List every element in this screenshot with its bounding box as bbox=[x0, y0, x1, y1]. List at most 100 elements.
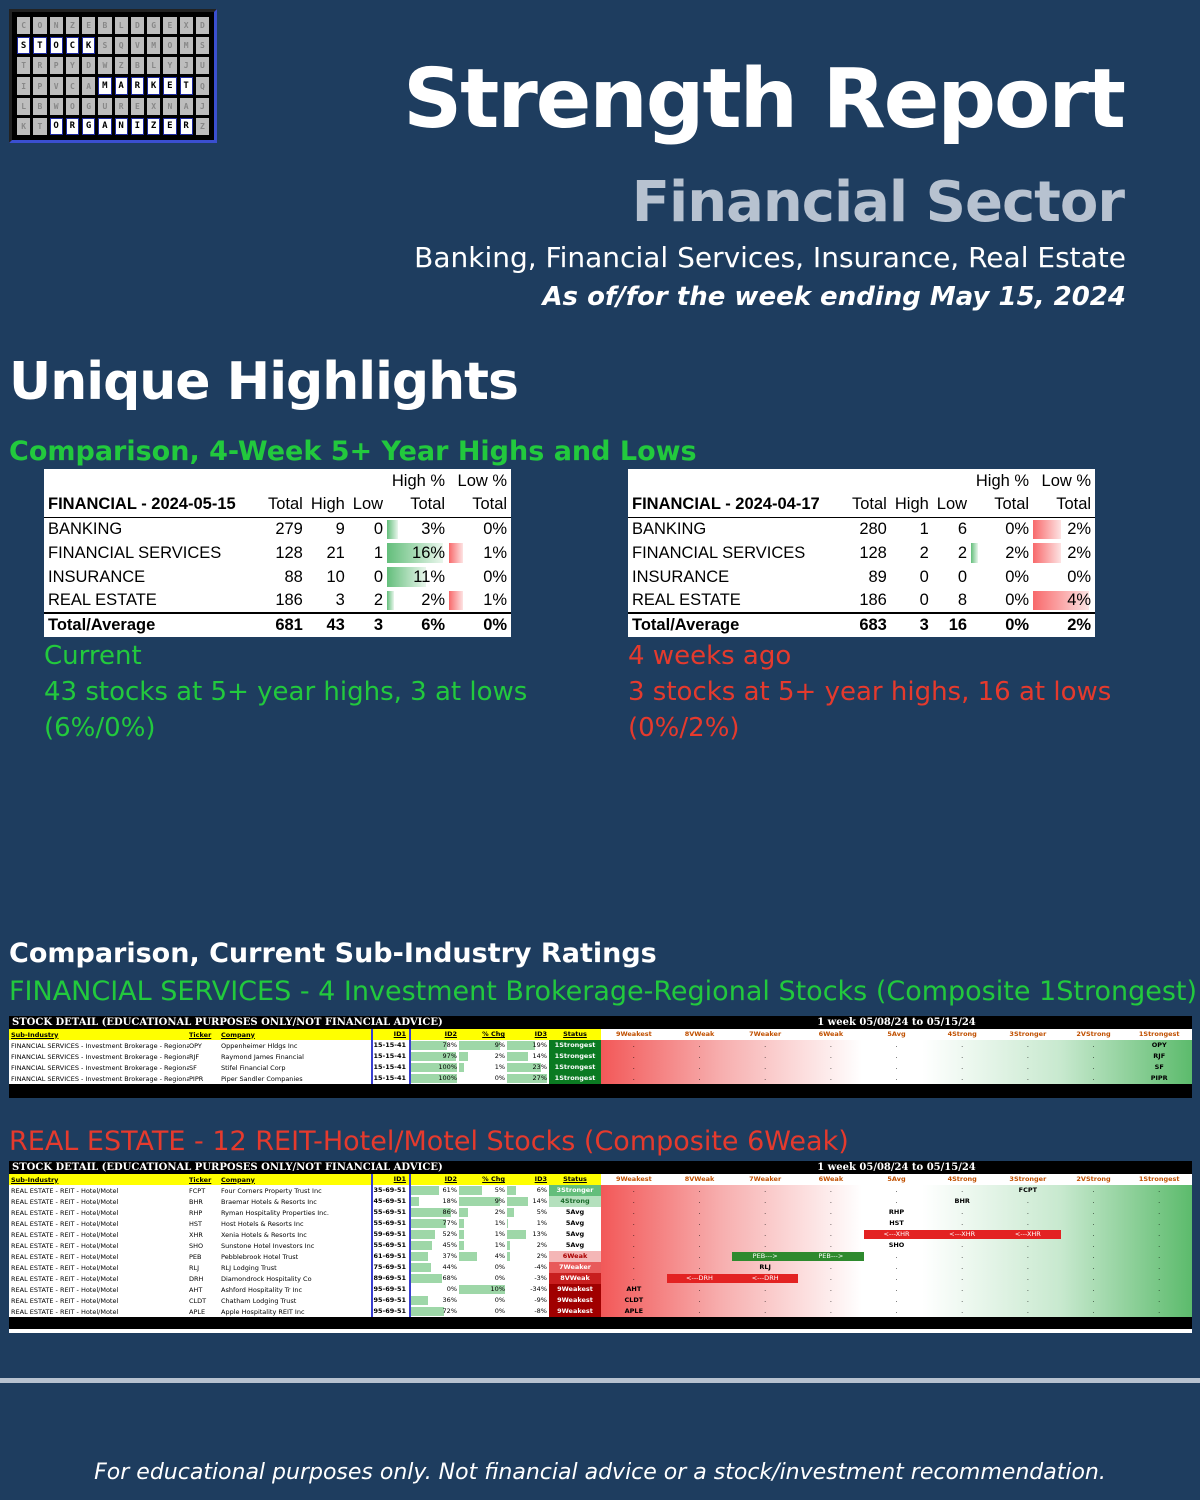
col-high: High bbox=[890, 493, 933, 518]
column-header[interactable]: ID2 bbox=[444, 1030, 457, 1038]
chg-cell: 9% bbox=[459, 1196, 507, 1207]
week-dot: . bbox=[632, 1052, 635, 1060]
high-pct-value: 2% bbox=[1005, 543, 1030, 562]
column-header[interactable]: Ticker bbox=[189, 1030, 212, 1039]
id1-cell: 55-69-51 bbox=[371, 1218, 411, 1229]
low-pct-value: 0% bbox=[483, 519, 508, 538]
week-dot: . bbox=[1158, 1252, 1161, 1260]
week-col-header[interactable]: 7Weaker bbox=[749, 1175, 782, 1183]
id2-cell: 100% bbox=[411, 1062, 459, 1073]
column-header[interactable]: % Chg bbox=[482, 1030, 505, 1038]
status-badge: 4Strong bbox=[549, 1196, 601, 1207]
column-header[interactable]: Status bbox=[563, 1175, 587, 1183]
week-col-header[interactable]: 6Weak bbox=[818, 1175, 844, 1183]
row-high-pct: 0% bbox=[971, 517, 1033, 541]
chg-value: 4% bbox=[494, 1252, 505, 1260]
logo-tile: S bbox=[195, 37, 209, 55]
column-header[interactable]: ID3 bbox=[534, 1175, 547, 1183]
column-header[interactable]: ID2 bbox=[444, 1175, 457, 1183]
week-col-header[interactable]: 9Weakest bbox=[615, 1175, 652, 1183]
week-dot: . bbox=[1092, 1252, 1095, 1260]
id2-cell: 77% bbox=[411, 1218, 459, 1229]
col-low-pct: Total bbox=[1033, 493, 1096, 518]
column-header[interactable]: Company bbox=[221, 1175, 255, 1184]
id2-value: 78% bbox=[442, 1041, 457, 1049]
column-header[interactable]: ID1 bbox=[371, 1174, 411, 1185]
week-dot: . bbox=[764, 1052, 767, 1060]
week-col-header[interactable]: 3Stronger bbox=[1009, 1175, 1047, 1183]
total-row: Total/Average 683 3 16 0% 2% bbox=[628, 612, 1096, 637]
id2-value: 18% bbox=[442, 1197, 457, 1205]
ratings-heading: Comparison, Current Sub-Industry Ratings bbox=[9, 938, 657, 969]
total-low-pct: 2% bbox=[1033, 612, 1096, 637]
week-col-header[interactable]: 1Strongest bbox=[1138, 1030, 1180, 1038]
row-high: 2 bbox=[919, 543, 929, 562]
week-gradient-bg bbox=[592, 1185, 1192, 1321]
logo-letter: R bbox=[65, 117, 79, 135]
table-row: INSURANCE 89 0 0 0% 0% bbox=[628, 565, 1095, 589]
week-dot: . bbox=[961, 1285, 964, 1293]
week-col-header[interactable]: 6Weak bbox=[818, 1030, 844, 1038]
week-dot: . bbox=[895, 1296, 898, 1304]
column-header[interactable]: % Chg bbox=[482, 1175, 505, 1183]
logo-tile: J bbox=[179, 57, 193, 75]
week-col-header[interactable]: 5Avg bbox=[887, 1175, 906, 1183]
week-dot: . bbox=[961, 1052, 964, 1060]
column-header[interactable]: Ticker bbox=[189, 1175, 212, 1184]
id3-bar bbox=[507, 1041, 536, 1050]
ticker-cell: HST bbox=[189, 1219, 221, 1228]
week-col-header[interactable]: 1Strongest bbox=[1138, 1175, 1180, 1183]
week-dot: . bbox=[1026, 1219, 1029, 1227]
row-total: 128 bbox=[275, 543, 303, 562]
week-col-header[interactable]: 9Weakest bbox=[615, 1030, 652, 1038]
col-total: Total bbox=[848, 493, 891, 518]
week-col-header[interactable]: 4Strong bbox=[947, 1030, 977, 1038]
stock-row: REAL ESTATE - REIT - Hotel/Motel DRH Diamo… bbox=[9, 1273, 1192, 1284]
row-total: 89 bbox=[868, 567, 887, 586]
week-col-header[interactable]: 5Avg bbox=[887, 1030, 906, 1038]
id3-value: 14% bbox=[532, 1197, 547, 1205]
total-total: 683 bbox=[848, 612, 891, 637]
week-dot: . bbox=[1026, 1252, 1029, 1260]
week-dot: . bbox=[1026, 1063, 1029, 1071]
col-low: Low bbox=[932, 493, 972, 518]
week-ticker-marker: HST bbox=[889, 1219, 904, 1227]
row-name: INSURANCE bbox=[48, 567, 146, 586]
low-pct-value: 4% bbox=[1067, 591, 1092, 609]
col-total: Total bbox=[264, 493, 307, 518]
week-col-header[interactable]: 2VStrong bbox=[1076, 1030, 1111, 1038]
week-track: .... SHO.... bbox=[601, 1240, 1192, 1251]
week-dot: . bbox=[1026, 1074, 1029, 1082]
column-header[interactable]: Sub-Industry bbox=[11, 1030, 59, 1039]
column-header[interactable]: Company bbox=[221, 1030, 255, 1039]
sector-description: Banking, Financial Services, Insurance, … bbox=[414, 241, 1126, 274]
column-header[interactable]: ID1 bbox=[371, 1029, 411, 1040]
previous-caption-summary: 3 stocks at 5+ year highs, 16 at lows bbox=[628, 677, 1112, 707]
chg-bar bbox=[459, 1208, 469, 1217]
week-col-header[interactable]: 7Weaker bbox=[749, 1030, 782, 1038]
sub-industry-cell: REAL ESTATE - REIT - Hotel/Motel bbox=[9, 1219, 189, 1228]
week-col-header[interactable]: 2VStrong bbox=[1076, 1175, 1111, 1183]
logo-letter: T bbox=[33, 37, 47, 55]
row-total: 88 bbox=[284, 567, 303, 586]
week-col-header[interactable]: 4Strong bbox=[947, 1175, 977, 1183]
week-dot: . bbox=[1026, 1274, 1029, 1282]
column-header[interactable]: Sub-Industry bbox=[11, 1175, 59, 1184]
id2-cell: 86% bbox=[411, 1207, 459, 1218]
table-row: FINANCIAL SERVICES 128 21 1 16% 1% bbox=[44, 541, 511, 565]
week-col-header[interactable]: 8VWeak bbox=[684, 1175, 715, 1183]
logo-tile: Z bbox=[114, 57, 128, 75]
row-low: 0 bbox=[373, 567, 384, 586]
sub-industry-cell: REAL ESTATE - REIT - Hotel/Motel bbox=[9, 1296, 189, 1305]
column-header[interactable]: Status bbox=[563, 1030, 587, 1038]
logo-tile: G bbox=[147, 17, 161, 35]
week-col-header[interactable]: 3Stronger bbox=[1009, 1030, 1047, 1038]
id2-cell: 52% bbox=[411, 1229, 459, 1240]
column-header[interactable]: ID3 bbox=[534, 1030, 547, 1038]
week-dot: . bbox=[829, 1074, 832, 1082]
week-dot: . bbox=[961, 1219, 964, 1227]
ticker-cell: AHT bbox=[189, 1285, 221, 1294]
week-dot: . bbox=[961, 1074, 964, 1082]
week-col-header[interactable]: 8VWeak bbox=[684, 1030, 715, 1038]
row-high-pct: 2% bbox=[971, 541, 1033, 565]
